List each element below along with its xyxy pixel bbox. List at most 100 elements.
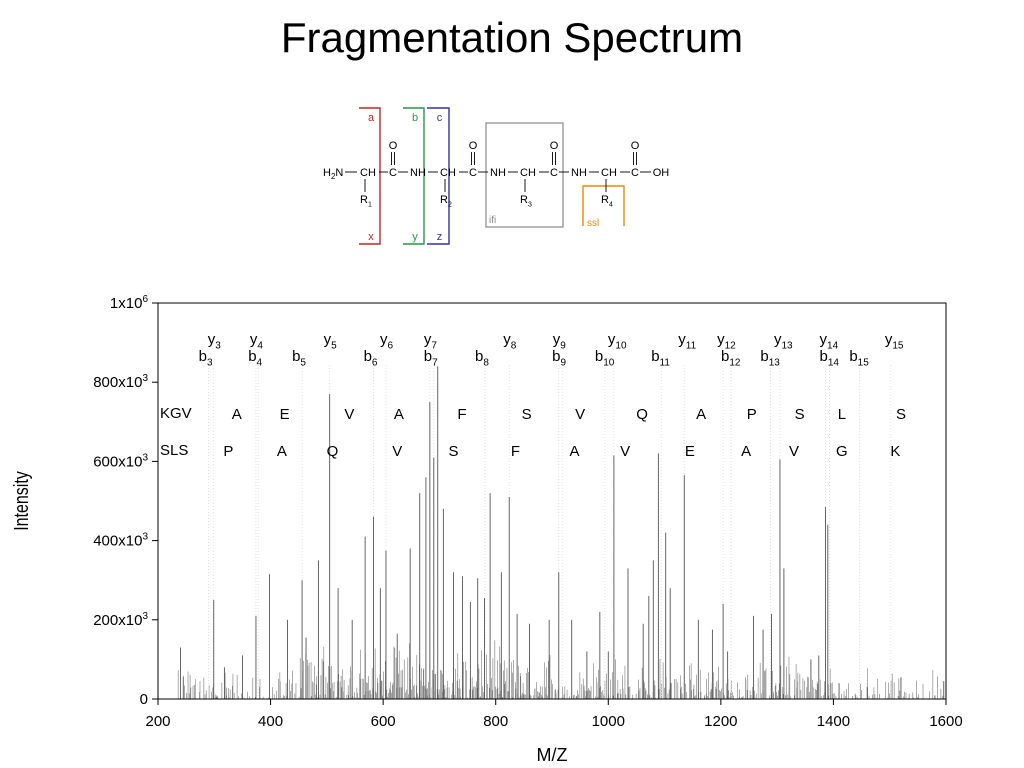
ion-label-y: y11 <box>678 331 696 352</box>
fragment-label-z: z <box>437 231 443 243</box>
atom-c-1: C <box>389 167 397 179</box>
ion-label-y: y15 <box>885 331 904 352</box>
atom-r-3: R3 <box>520 194 532 208</box>
x-tick-label: 1600 <box>929 713 962 730</box>
sequence-residue: F <box>457 406 466 423</box>
fragment-bracket-ax <box>359 107 381 245</box>
ion-label-b: b14 <box>819 348 839 369</box>
ion-label-b: b13 <box>760 348 780 369</box>
sequence-residue: L <box>838 406 846 423</box>
sequence-residue: V <box>789 443 799 460</box>
y-tick-label: 600x103 <box>93 452 148 470</box>
sequence-residue: V <box>620 443 630 460</box>
sequence-residue: E <box>685 443 695 460</box>
sequence-residue: Q <box>636 406 648 423</box>
atom-r-4: R4 <box>601 194 613 208</box>
sequence-residue: A <box>696 406 706 423</box>
ion-label-y: y3 <box>208 331 222 352</box>
ion-label-b: b8 <box>475 348 489 369</box>
fragment-bracket-cz <box>427 107 450 245</box>
fragment-label-b: b <box>412 112 418 124</box>
atom-c-3: C <box>550 167 558 179</box>
ion-guide-lines <box>208 365 892 699</box>
ion-label-b: b11 <box>651 348 670 369</box>
x-tick-label: 600 <box>371 713 396 730</box>
x-tick-label: 800 <box>483 713 508 730</box>
sequence-residue: V <box>392 443 402 460</box>
atom-o-1: O <box>389 140 398 152</box>
sequence-residue: V <box>344 406 354 423</box>
sequence-residue: A <box>277 443 287 460</box>
atom-ch-4: CH <box>601 167 617 179</box>
ion-label-y: y5 <box>324 331 338 352</box>
y-tick-label: 400x103 <box>93 532 148 550</box>
y-tick-label: 0 <box>140 691 148 708</box>
fragment-label-y: y <box>412 231 418 243</box>
sequence-residue: P <box>223 443 233 460</box>
ion-label-b: b10 <box>595 348 615 369</box>
ifi-box <box>485 122 564 228</box>
fragment-label-x: x <box>368 231 374 243</box>
sequence-residue: A <box>394 406 404 423</box>
ifi-label: ifi <box>489 215 496 226</box>
sequence-residue: A <box>232 406 242 423</box>
sequence-residue: S <box>795 406 805 423</box>
sequence-residue: G <box>836 443 848 460</box>
spectrum-peaks <box>180 366 945 699</box>
ssl-bracket <box>582 185 625 226</box>
fragment-label-a: a <box>368 112 375 124</box>
atom-o-3: O <box>550 140 559 152</box>
ion-label-y: y6 <box>380 331 394 352</box>
sequence-residue: S <box>896 406 906 423</box>
y-tick-label: 800x103 <box>93 373 148 391</box>
atom-r-1: R1 <box>360 194 372 208</box>
sequence-residue: V <box>575 406 585 423</box>
sequence-residue: A <box>741 443 751 460</box>
x-tick-label: 1400 <box>817 713 850 730</box>
y-axis-label: Intensity <box>10 470 32 530</box>
ion-label-b: b4 <box>248 348 262 369</box>
x-axis-label: M/Z <box>537 745 568 765</box>
sequence-prefix: KGV <box>160 405 192 422</box>
ion-label-y: y14 <box>820 331 839 352</box>
y-tick-label: 1x106 <box>110 294 149 312</box>
ion-label-b: b5 <box>292 348 306 369</box>
x-tick-label: 400 <box>258 713 283 730</box>
sequence-residue: E <box>280 406 290 423</box>
sequence-prefix: SLS <box>160 442 188 459</box>
ion-label-y: y10 <box>608 331 627 352</box>
sequence-residue: S <box>448 443 458 460</box>
ssl-label: ssl <box>587 218 599 229</box>
atom-c-2: C <box>469 167 477 179</box>
sequence-residue: Q <box>327 443 339 460</box>
sequence-residue: K <box>890 443 900 460</box>
atom-ch-2: CH <box>440 167 456 179</box>
atom-nh-3: NH <box>571 167 587 179</box>
atom-o-2: O <box>469 140 478 152</box>
ion-label-y: y8 <box>503 331 517 352</box>
atom-ch-1: CH <box>360 167 376 179</box>
x-tick-label: 1200 <box>704 713 737 730</box>
sequence-residue: P <box>747 406 757 423</box>
slide-title: Fragmentation Spectrum <box>280 14 744 61</box>
sequence-residue: A <box>570 443 580 460</box>
atom-o-4: O <box>631 140 640 152</box>
ion-label-y: y12 <box>717 331 736 352</box>
ion-label-y: y13 <box>774 331 793 352</box>
atom-nh-1: NH <box>410 167 426 179</box>
ion-label-b: b12 <box>721 348 741 369</box>
ion-label-b: b3 <box>199 348 213 369</box>
ion-label-y: y4 <box>250 331 263 352</box>
fragment-bracket-by <box>403 107 425 245</box>
ion-label-y: y9 <box>553 331 567 352</box>
atom-r-2: R2 <box>440 194 452 208</box>
atom-oh: OH <box>653 167 670 179</box>
ion-label-b: b6 <box>364 348 378 369</box>
ion-label-b: b7 <box>424 348 438 369</box>
sequence-residue: F <box>511 443 520 460</box>
atom-h2n: H2N <box>323 167 343 181</box>
plot-frame <box>157 302 947 700</box>
fragment-label-c: c <box>437 112 443 124</box>
